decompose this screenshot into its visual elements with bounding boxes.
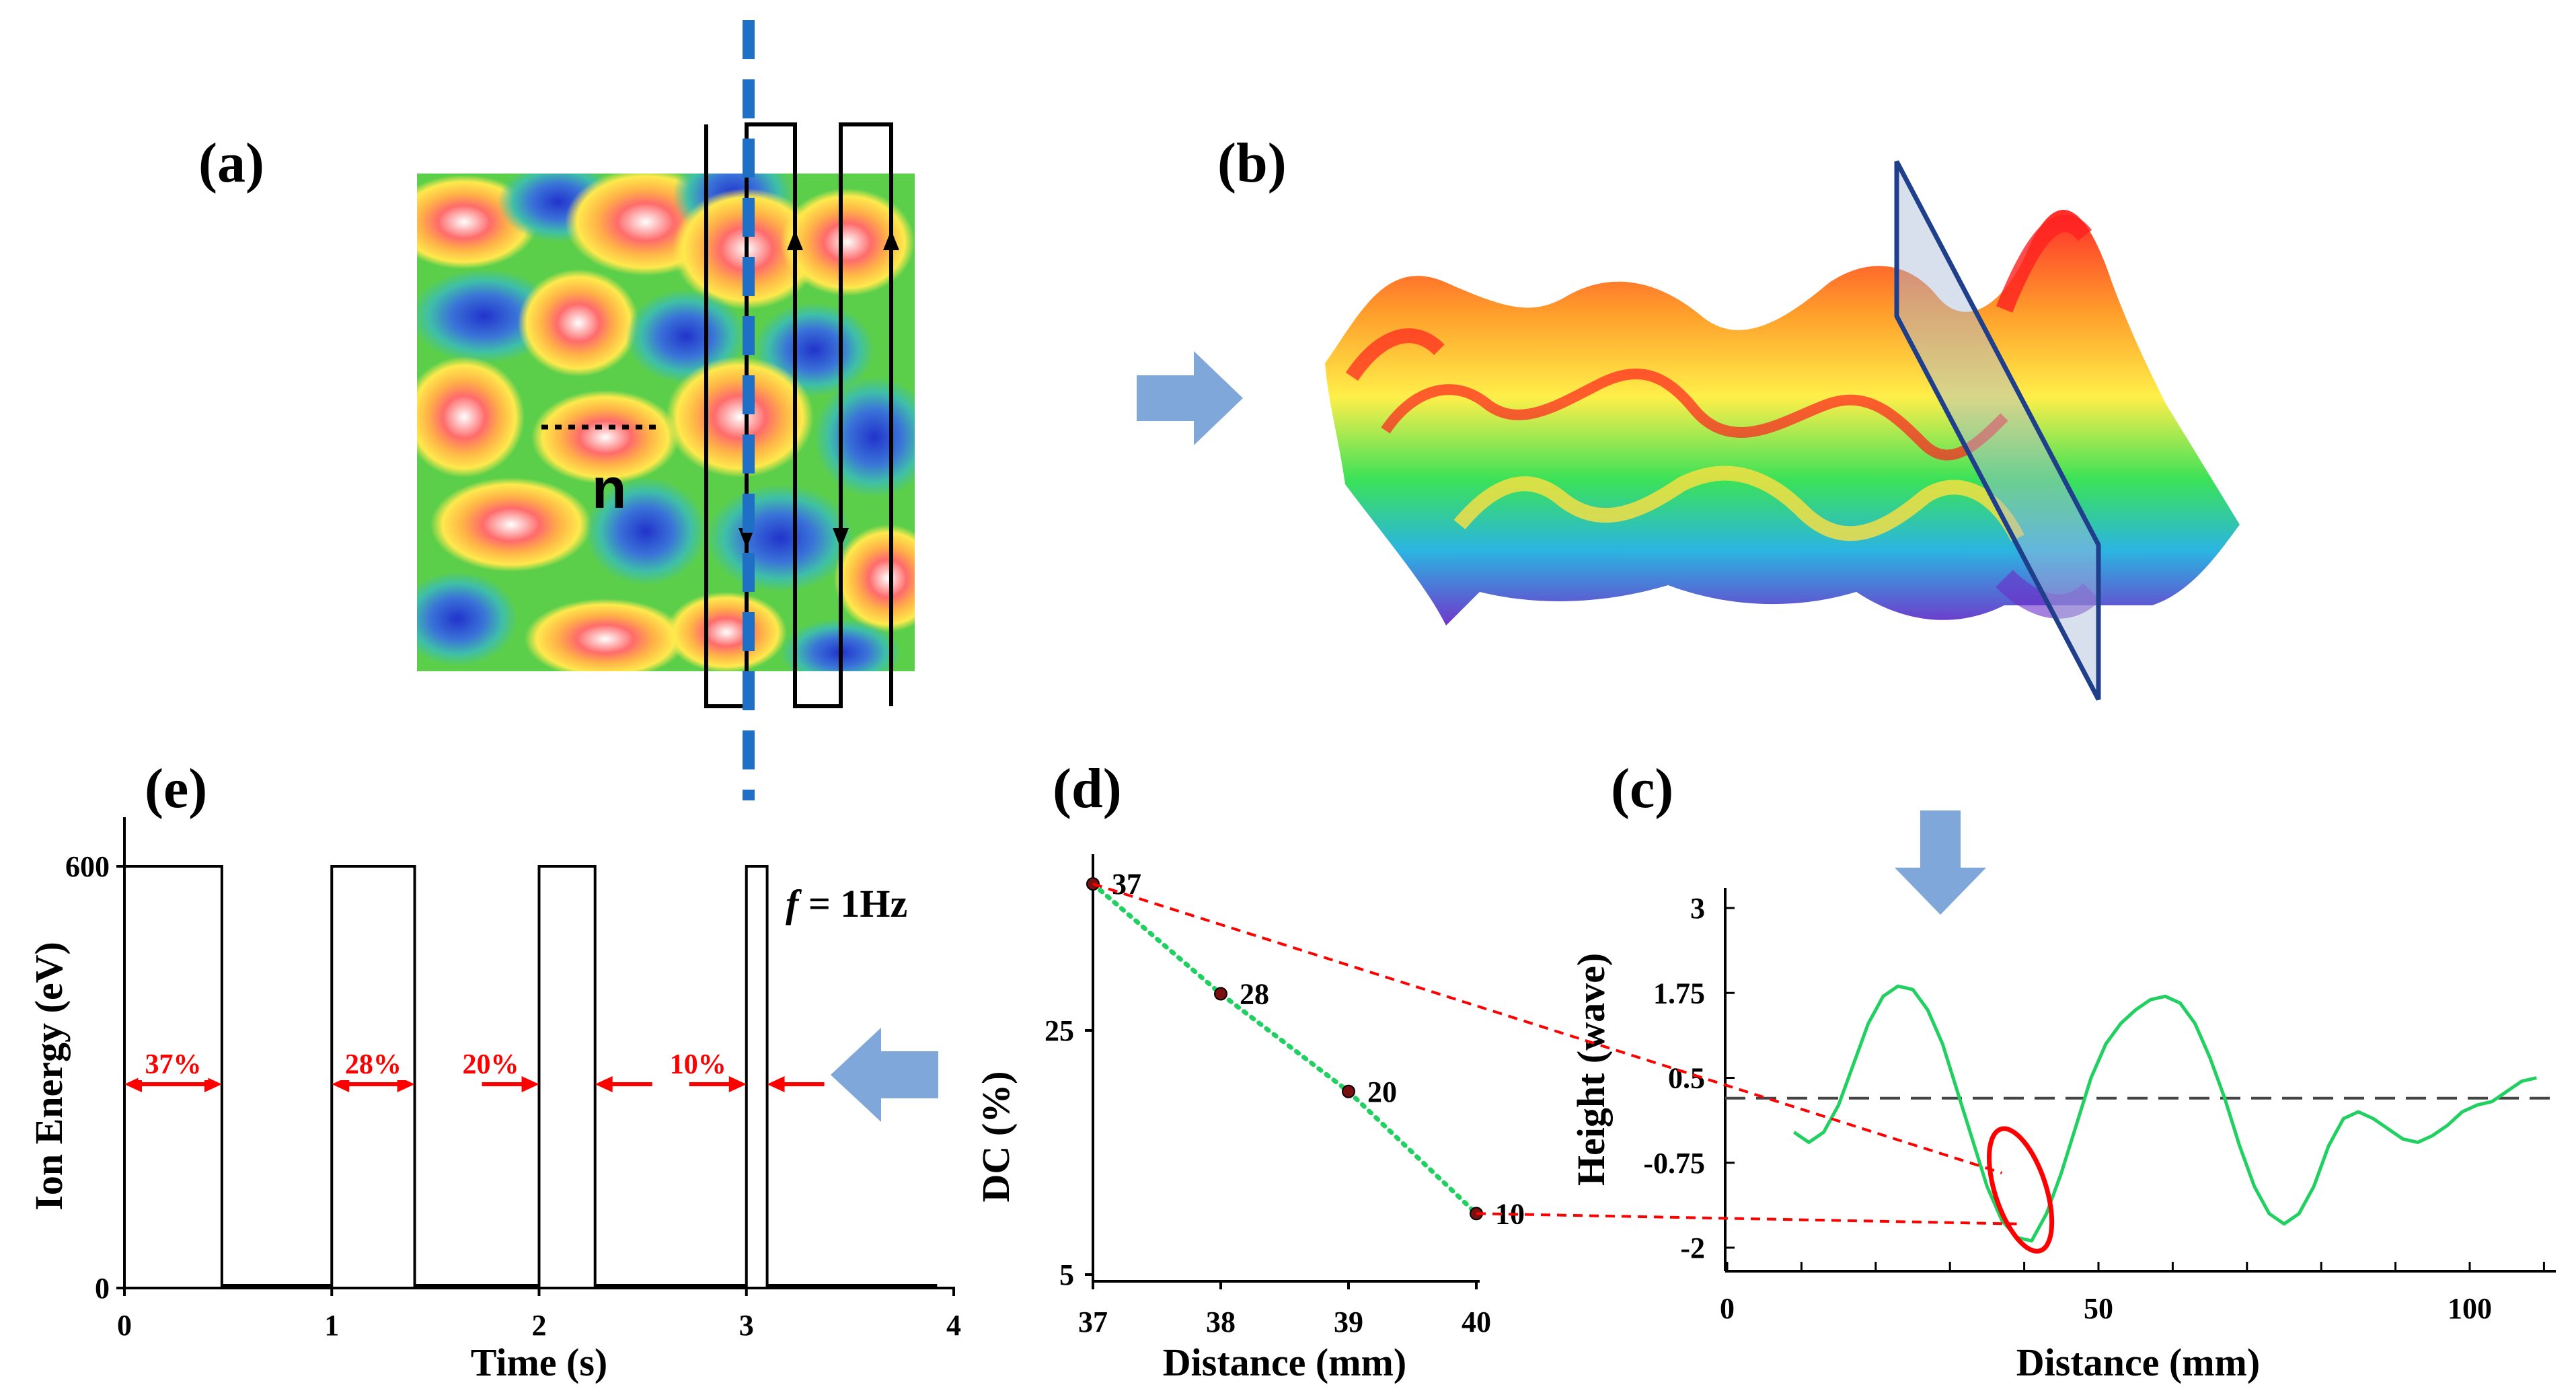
scan-arrow-down-1 xyxy=(738,528,755,548)
c-highlight-ellipse xyxy=(1987,1126,2055,1254)
e-x-tick-label: 3 xyxy=(739,1309,754,1342)
e-y-tick-label: 0 xyxy=(95,1272,110,1305)
connector-bottom xyxy=(1476,1212,2017,1225)
panel-label-e: (e) xyxy=(145,757,207,820)
e-arrowhead xyxy=(595,1076,613,1092)
e-duty-label-bg xyxy=(138,1049,209,1080)
d-x-tick-label: 38 xyxy=(1206,1306,1236,1338)
e-x-axis-title: Time (s) xyxy=(471,1340,608,1384)
cutting-plane xyxy=(1894,160,2101,701)
e-x-tick-label: 1 xyxy=(324,1309,339,1342)
n-label: n xyxy=(592,457,626,520)
c-x-tick-label: 0 xyxy=(1720,1292,1735,1325)
e-duty-label: 10% xyxy=(670,1049,726,1080)
d-data-point xyxy=(1214,987,1227,1001)
e-duty-marker: 20% xyxy=(463,1049,652,1092)
d-data-label: 28 xyxy=(1240,978,1269,1011)
panel-label-a: (a) xyxy=(198,132,264,194)
d-data-point xyxy=(1342,1084,1355,1098)
e-arrowhead xyxy=(204,1076,222,1092)
e-x-tick-label: 2 xyxy=(532,1309,547,1342)
d-data-label: 20 xyxy=(1367,1075,1397,1108)
e-frequency-value: = 1Hz xyxy=(798,882,907,925)
e-duty-marker: 28% xyxy=(332,1049,415,1092)
contour-map xyxy=(417,174,915,671)
arrow-d-to-e xyxy=(831,1028,938,1122)
connector-lines xyxy=(1092,882,2017,1225)
chart-c: 0 50 100 3 1.75 0.5 -0.75 -2 Distance (mm) Height… xyxy=(1569,888,2556,1384)
e-duty-marker: 10% xyxy=(670,1049,825,1092)
d-y-axis-title: DC (%) xyxy=(974,1071,1018,1203)
e-arrowhead xyxy=(728,1076,747,1092)
d-x-tick-label: 39 xyxy=(1334,1306,1363,1338)
e-y-axis-title: Ion Energy (eV) xyxy=(27,942,71,1211)
c-y-tick-label: 0.5 xyxy=(1668,1062,1705,1095)
panel-label-c: (c) xyxy=(1611,757,1673,820)
arrow-b-to-c xyxy=(1895,810,1986,915)
c-y-tick-label: 1.75 xyxy=(1653,977,1705,1010)
e-pulse-waveform xyxy=(123,865,938,1288)
e-frequency-annotation: f = 1Hz xyxy=(786,882,907,925)
e-duty-marker: 37% xyxy=(124,1049,222,1092)
e-duty-label: 28% xyxy=(345,1049,402,1080)
d-y-tick-label: 25 xyxy=(1045,1014,1074,1047)
chart-e: 0 1 2 3 4 0 600 37% 28% 20% 10% f = 1Hz Time (s) Ion … xyxy=(27,817,961,1384)
c-x-tick-label: 50 xyxy=(2084,1292,2113,1325)
raster-scan-path xyxy=(704,122,893,708)
c-y-tick-label: 3 xyxy=(1690,892,1705,925)
e-arrowhead xyxy=(124,1076,142,1092)
scan-arrow-up-1 xyxy=(787,230,803,250)
panel-label-d: (d) xyxy=(1053,757,1122,820)
surface-3d xyxy=(1325,210,2240,626)
d-x-tick-label: 40 xyxy=(1462,1306,1491,1338)
e-arrowhead xyxy=(521,1076,539,1092)
c-y-axis-title: Height (wave) xyxy=(1569,953,1613,1186)
e-y-tick-label: 600 xyxy=(65,850,110,883)
e-duty-label: 37% xyxy=(145,1049,201,1080)
c-x-tick-label: 100 xyxy=(2448,1292,2492,1325)
c-y-tick-label: -2 xyxy=(1680,1232,1705,1264)
e-arrowhead xyxy=(767,1076,785,1092)
c-height-curve xyxy=(1792,984,2537,1243)
e-duty-label: 20% xyxy=(463,1049,519,1080)
d-x-axis-title: Distance (mm) xyxy=(1163,1340,1406,1384)
e-duty-label-bg xyxy=(338,1049,408,1080)
c-x-axis-title: Distance (mm) xyxy=(2016,1340,2260,1384)
c-y-tick-label: -0.75 xyxy=(1643,1147,1705,1180)
connector-top xyxy=(1092,882,2003,1174)
d-trend-line xyxy=(1090,881,1479,1216)
panel-label-b: (b) xyxy=(1217,132,1287,194)
scan-arrow-down-2 xyxy=(833,528,849,548)
arrow-a-to-b xyxy=(1137,351,1243,445)
d-y-tick-label: 5 xyxy=(1059,1258,1074,1291)
e-x-tick-label: 0 xyxy=(117,1309,132,1342)
d-x-tick-label: 37 xyxy=(1078,1306,1108,1338)
e-x-tick-label: 4 xyxy=(946,1309,961,1342)
scan-arrow-up-2 xyxy=(883,230,899,250)
